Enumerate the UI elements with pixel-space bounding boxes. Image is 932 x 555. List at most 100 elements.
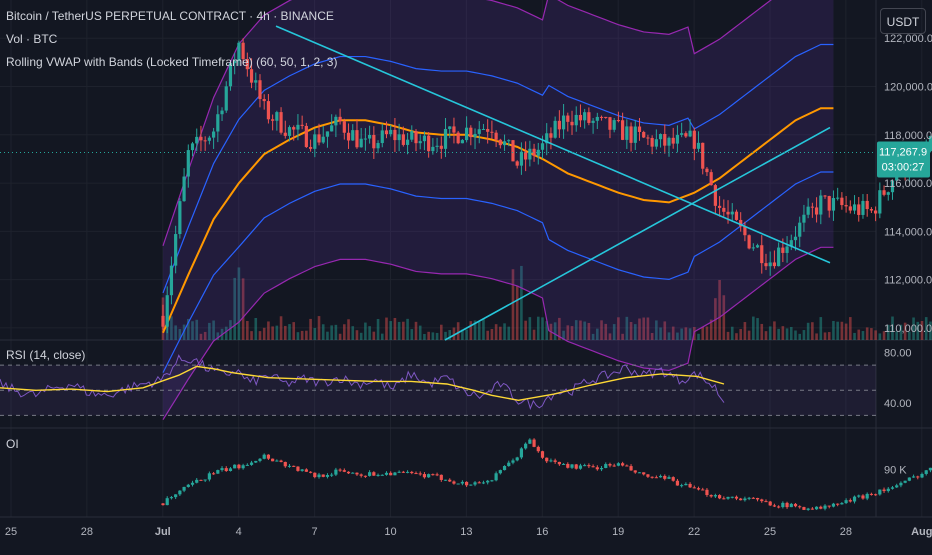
candle-body (743, 226, 747, 236)
volume-bar (393, 317, 397, 340)
candle-body (810, 206, 814, 208)
candle-body (515, 161, 519, 166)
indicator-legend[interactable]: Rolling VWAP with Bands (Locked Timefram… (6, 55, 338, 69)
time-tick: 25 (764, 526, 776, 538)
candle-body (262, 99, 266, 102)
candle-body (768, 262, 772, 267)
oi-candle (911, 476, 916, 478)
rsi-legend[interactable]: RSI (14, close) (6, 348, 86, 362)
candle-body (633, 126, 637, 143)
volume-bar (671, 326, 675, 340)
volume-bar (338, 333, 342, 340)
candle-body (169, 265, 174, 296)
rsi-line (0, 354, 725, 411)
volume-bar (747, 330, 751, 340)
volume-bar (819, 317, 823, 340)
candle-body (764, 263, 768, 267)
candle-body (848, 206, 852, 211)
volume-bar (591, 333, 595, 340)
volume-bar (431, 332, 435, 340)
candle-body (410, 131, 414, 140)
volume-bar (722, 295, 726, 340)
candle-body (351, 130, 355, 141)
candle-body (321, 136, 325, 143)
volume-bar (583, 321, 586, 340)
oi-candle (435, 474, 439, 476)
volume-legend[interactable]: Vol · BTC (6, 32, 58, 46)
candle-body (536, 149, 540, 156)
price-tick: 112,000.0 (884, 275, 932, 287)
oi-candle (169, 497, 174, 499)
volume-bar (785, 328, 789, 340)
oi-candle (608, 464, 612, 466)
candle-body (608, 117, 612, 130)
volume-bar (503, 323, 506, 340)
candle-body (275, 112, 279, 121)
candle-body (760, 245, 764, 264)
candle-body (747, 235, 751, 249)
volume-bar (621, 333, 624, 340)
candle-body (490, 131, 494, 133)
volume-bar (912, 317, 915, 340)
volume-bar (203, 331, 207, 340)
trendlines[interactable] (0, 25, 876, 341)
oi-candle (570, 464, 574, 468)
candle-body (469, 127, 473, 138)
oi-candle (798, 506, 802, 508)
oi-candle (726, 496, 730, 499)
volume-bar (347, 319, 350, 340)
volume-bar (267, 321, 270, 340)
candle-body (304, 125, 308, 148)
oi-candle (161, 503, 165, 506)
candle-body (553, 120, 557, 138)
oi-legend[interactable]: OI (6, 437, 19, 451)
oi-candle (292, 465, 296, 467)
oi-candle (814, 506, 819, 510)
volume-bar (650, 333, 654, 340)
oi-candle (637, 472, 642, 474)
oi-candle (502, 466, 507, 471)
oi-candle (734, 496, 739, 499)
price-tick: 116,000.0 (884, 178, 932, 190)
oi-candle (709, 495, 713, 497)
volume-bar (878, 333, 882, 340)
oi-candle (899, 482, 903, 486)
candle-body (207, 137, 211, 141)
volume-bar (574, 320, 578, 340)
candle-body (663, 134, 667, 146)
candle-body (528, 148, 532, 160)
volume-bar (229, 320, 232, 340)
volume-bar (199, 333, 203, 340)
oi-candle (696, 488, 701, 490)
oi-candle (578, 465, 583, 469)
volume-bar (241, 278, 245, 340)
volume-bar (870, 328, 873, 340)
volume-bar (570, 326, 574, 340)
volume-bar (355, 330, 359, 340)
oi-candle (553, 460, 557, 462)
candle-body (342, 121, 346, 133)
oi-candle (325, 475, 330, 477)
currency-selector[interactable]: USDT (880, 8, 926, 34)
oi-candle (279, 460, 283, 462)
oi-candle (806, 508, 810, 510)
symbol-title[interactable]: Bitcoin / TetherUS PERPETUAL CONTRACT · … (6, 9, 334, 23)
oi-candle (376, 474, 380, 476)
vwap-line (162, 107, 834, 334)
oi-candle (857, 495, 861, 497)
volume-bar (330, 325, 333, 340)
volume-bar (895, 331, 898, 340)
oi-candle (916, 476, 920, 478)
oi-candle (831, 503, 836, 507)
candle-body (852, 204, 857, 211)
candle-body (650, 137, 654, 147)
oi-candle (561, 463, 566, 465)
oi-candle (174, 494, 178, 498)
oi-candle (730, 496, 734, 498)
oi-candle (532, 439, 536, 447)
candle-body (359, 138, 363, 148)
oi-candle (680, 485, 684, 487)
oi-candle (355, 472, 359, 475)
